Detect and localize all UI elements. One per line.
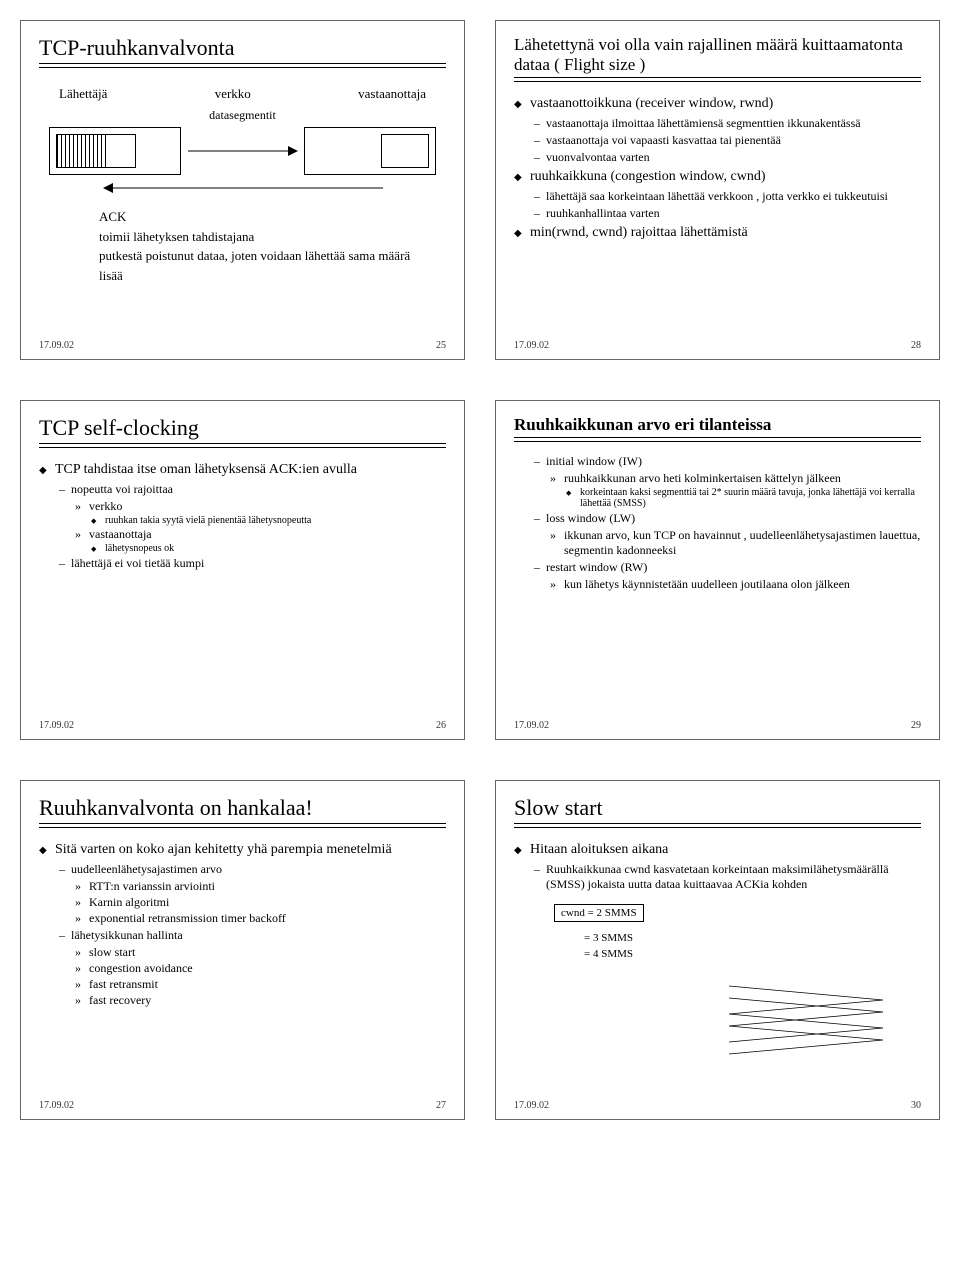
label-network: verkko <box>215 86 251 102</box>
line-putkesta: putkestä poistunut dataa, joten voidaan … <box>99 246 436 285</box>
dash-vuonvalvonta: vuonvalvontaa varten <box>534 150 921 165</box>
tcp-diagram: Lähettäjä verkko vastaanottaja datasegme… <box>49 86 436 285</box>
dash-nopeutta: nopeutta voi rajoittaa <box>59 482 446 497</box>
title-rule <box>39 823 446 828</box>
slide-grid: TCP-ruuhkanvalvonta Lähettäjä verkko vas… <box>20 20 940 1120</box>
footer-date: 17.09.02 <box>514 340 549 351</box>
dash-eivoitietaa: lähettäjä ei voi tietää kumpi <box>59 556 446 571</box>
label-receiver: vastaanottaja <box>358 86 426 102</box>
dash-vapaasti: vastaanottaja voi vapaasti kasvattaa tai… <box>534 133 921 148</box>
footer-date: 17.09.02 <box>39 720 74 731</box>
title-rule <box>39 443 446 448</box>
dash-ilmoittaa: vastaanottaja ilmoittaa lähettämiensä se… <box>534 116 921 131</box>
small-lahetysnopeus: lähetysnopeus ok <box>91 543 446 554</box>
slow-start-diagram <box>721 978 891 1058</box>
sender-buffer <box>49 127 181 175</box>
arrow-left <box>103 181 383 195</box>
slide-footer: 17.09.02 30 <box>514 1100 921 1111</box>
footer-date: 17.09.02 <box>39 1100 74 1111</box>
page-number: 25 <box>436 340 446 351</box>
line-4smms: = 4 SMMS <box>584 948 921 960</box>
raquo-verkko: verkko <box>75 499 446 514</box>
raquo-exponential: exponential retransmission timer backoff <box>75 911 446 926</box>
title-rule <box>514 437 921 442</box>
arrow-right <box>188 144 298 158</box>
slide-footer: 17.09.02 27 <box>39 1100 446 1111</box>
page-number: 27 <box>436 1100 446 1111</box>
slide-footer: 17.09.02 29 <box>514 720 921 731</box>
line-3smms: = 3 SMMS <box>584 932 921 944</box>
receiver-buffer <box>304 127 436 175</box>
slide-body: Lähettäjä verkko vastaanottaja datasegme… <box>39 78 446 334</box>
raquo-rtt: RTT:n varianssin arviointi <box>75 879 446 894</box>
small-ruuhkan: ruuhkan takia syytä vielä pienentää lähe… <box>91 515 446 526</box>
slide-body: initial window (IW) ruuhkaikkunan arvo h… <box>514 452 921 714</box>
dash-ruuhkanhallinta: ruuhkanhallintaa varten <box>534 206 921 221</box>
ack-label: ACK <box>99 207 436 227</box>
dash-lahetysikkuna: lähetysikkunan hallinta <box>59 928 446 943</box>
diagram-labels: Lähettäjä verkko vastaanottaja <box>59 86 426 102</box>
slide-tcp-ruuhkanvalvonta: TCP-ruuhkanvalvonta Lähettäjä verkko vas… <box>20 20 465 360</box>
label-sender: Lähettäjä <box>59 86 107 102</box>
raquo-slowstart: slow start <box>75 945 446 960</box>
raquo-fastretransmit: fast retransmit <box>75 977 446 992</box>
dash-rw: restart window (RW) <box>534 560 921 575</box>
page-number: 28 <box>911 340 921 351</box>
dash-ruuhkaikkunaa: Ruuhkaikkunaa cwnd kasvatetaan korkeinta… <box>534 862 921 892</box>
raquo-karnin: Karnin algoritmi <box>75 895 446 910</box>
cwnd-box: cwnd = 2 SMMS <box>554 904 644 922</box>
bullet-sitavarten: Sitä varten on koko ajan kehitetty yhä p… <box>39 842 446 858</box>
slide-flight-size: Lähetettynä voi olla vain rajallinen mää… <box>495 20 940 360</box>
footer-date: 17.09.02 <box>514 720 549 731</box>
raquo-vastaanottaja: vastaanottaja <box>75 527 446 542</box>
title-rule <box>39 63 446 68</box>
raquo-lw-desc: ikkunan arvo, kun TCP on havainnut , uud… <box>550 528 921 558</box>
footer-date: 17.09.02 <box>514 1100 549 1111</box>
footer-date: 17.09.02 <box>39 340 74 351</box>
slide-footer: 17.09.02 26 <box>39 720 446 731</box>
raquo-rw-desc: kun lähetys käynnistetään uudelleen jout… <box>550 577 921 592</box>
page-number: 26 <box>436 720 446 731</box>
bullet-rwnd: vastaanottoikkuna (receiver window, rwnd… <box>514 96 921 112</box>
slide-footer: 17.09.02 28 <box>514 340 921 351</box>
bullet-cwnd: ruuhkaikkuna (congestion window, cwnd) <box>514 169 921 185</box>
page-number: 29 <box>911 720 921 731</box>
slide-slow-start: Slow start Hitaan aloituksen aikana Ruuh… <box>495 780 940 1120</box>
slide-title: Slow start <box>514 795 921 821</box>
dash-uudelleen: uudelleenlähetysajastimen arvo <box>59 862 446 877</box>
raquo-congestion: congestion avoidance <box>75 961 446 976</box>
slide-body: Sitä varten on koko ajan kehitetty yhä p… <box>39 838 446 1094</box>
slide-ruuhkaikkunan-arvo: Ruuhkaikkunan arvo eri tilanteissa initi… <box>495 400 940 740</box>
slide-title: TCP-ruuhkanvalvonta <box>39 35 446 61</box>
title-rule <box>514 823 921 828</box>
slide-body: Hitaan aloituksen aikana Ruuhkaikkunaa c… <box>514 838 921 1094</box>
line-tahdistajana: toimii lähetyksen tahdistajana <box>99 227 436 247</box>
diagram-text: ACK toimii lähetyksen tahdistajana putke… <box>99 207 436 285</box>
slide-title: Lähetettynä voi olla vain rajallinen mää… <box>514 35 921 75</box>
buffers-row <box>49 127 436 175</box>
raquo-fastrecovery: fast recovery <box>75 993 446 1008</box>
title-rule <box>514 77 921 82</box>
slide-hankalaa: Ruuhkanvalvonta on hankalaa! Sitä varten… <box>20 780 465 1120</box>
slide-footer: 17.09.02 25 <box>39 340 446 351</box>
dash-lw: loss window (LW) <box>534 511 921 526</box>
slide-title: Ruuhkaikkunan arvo eri tilanteissa <box>514 415 921 435</box>
dash-iw: initial window (IW) <box>534 454 921 469</box>
slide-body: vastaanottoikkuna (receiver window, rwnd… <box>514 92 921 334</box>
dash-korkeintaan: lähettäjä saa korkeintaan lähettää verkk… <box>534 189 921 204</box>
slide-title: Ruuhkanvalvonta on hankalaa! <box>39 795 446 821</box>
raquo-iw-desc: ruuhkaikkunan arvo heti kolminkertaisen … <box>550 471 921 486</box>
page-number: 30 <box>911 1100 921 1111</box>
slide-body: TCP tahdistaa itse oman lähetyksensä ACK… <box>39 458 446 714</box>
small-iw-detail: korkeintaan kaksi segmenttiä tai 2* suur… <box>566 487 921 509</box>
label-datasegments: datasegmentit <box>49 108 436 123</box>
bullet-hitaan: Hitaan aloituksen aikana <box>514 842 921 858</box>
slide-self-clocking: TCP self-clocking TCP tahdistaa itse oma… <box>20 400 465 740</box>
bullet-min: min(rwnd, cwnd) rajoittaa lähettämistä <box>514 225 921 241</box>
bullet-tahdistaa: TCP tahdistaa itse oman lähetyksensä ACK… <box>39 462 446 478</box>
slide-title: TCP self-clocking <box>39 415 446 441</box>
